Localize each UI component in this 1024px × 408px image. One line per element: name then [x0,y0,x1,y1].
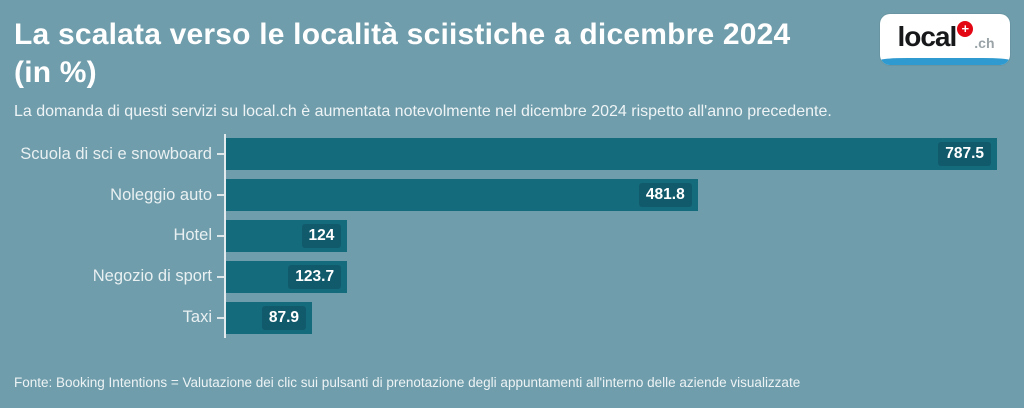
header: La scalata verso le località sciistiche … [0,0,1024,122]
value-label: 123.7 [288,264,342,289]
chart-row: Hotel 124 [14,215,1024,257]
bar: 481.8 [226,179,698,212]
value-label: 87.9 [261,305,307,330]
bar: 123.7 [226,260,348,293]
swiss-cross-icon: + [957,20,974,37]
local-ch-logo: local + .ch [880,14,1010,65]
logo-blue-stripe [880,58,1010,65]
plot-area: 787.5 [224,134,997,175]
axis-tick [217,194,224,197]
title-line-2: (in %) [14,56,97,89]
value-label: 124 [301,223,342,248]
title-line-1: La scalata verso le località sciistiche … [14,18,791,51]
chart-row: Scuola di sci e snowboard 787.5 [14,134,1024,175]
axis-tick [217,275,224,278]
plot-area: 123.7 [224,256,997,298]
value-label: 481.8 [638,183,692,208]
chart-row: Taxi 87.9 [14,297,1024,338]
logo-wordmark: local [897,20,957,52]
plot-area: 124 [224,215,997,257]
bar: 87.9 [226,301,313,334]
plot-area: 87.9 [224,297,997,338]
page-title: La scalata verso le località sciistiche … [14,16,874,92]
subtitle: La domanda di questi servizi su local.ch… [14,103,832,120]
axis-tick [217,316,224,319]
bar-chart: Scuola di sci e snowboard 787.5 Noleggio… [14,134,1024,338]
category-label: Noleggio auto [110,185,212,204]
bar: 124 [226,219,348,252]
source-note: Fonte: Booking Intentions = Valutazione … [14,375,801,390]
bar: 787.5 [226,138,997,171]
logo-tld: .ch [974,34,995,51]
value-label: 787.5 [938,142,991,167]
chart-row: Negozio di sport 123.7 [14,256,1024,298]
plot-area: 481.8 [224,174,997,216]
category-label: Hotel [173,226,212,245]
category-label: Taxi [182,308,212,327]
category-label: Scuola di sci e snowboard [20,144,212,163]
axis-tick [217,234,224,237]
axis-tick [217,153,224,156]
category-label: Negozio di sport [92,267,212,286]
chart-row: Noleggio auto 481.8 [14,174,1024,216]
